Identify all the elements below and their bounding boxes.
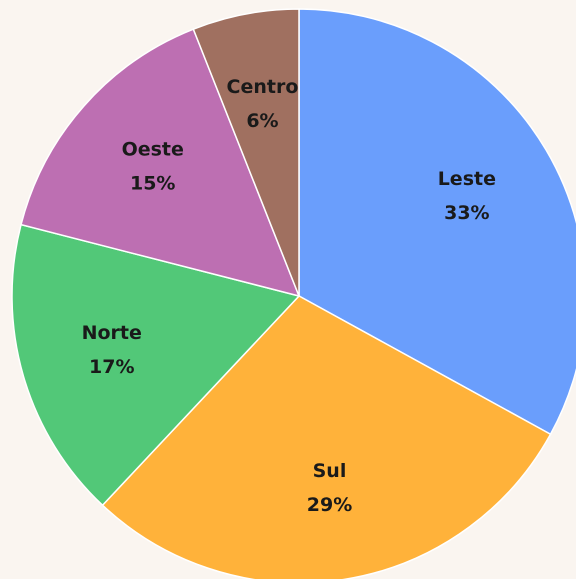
slice-label: Sul [313,460,347,482]
slice-value: 17% [89,356,134,378]
slice-value: 15% [130,173,175,195]
slice-label: Leste [438,168,496,190]
slice-label: Centro [227,76,299,98]
pie-slice [101,295,552,579]
pie-slice [298,8,576,436]
pie-slice [20,28,301,298]
slice-label: Norte [82,322,142,344]
pie-slice [192,8,300,297]
slice-label: Oeste [122,139,184,161]
pie-slice [11,223,301,507]
slice-value: 33% [444,202,489,224]
slice-value: 6% [246,110,278,132]
slice-value: 29% [307,494,352,516]
